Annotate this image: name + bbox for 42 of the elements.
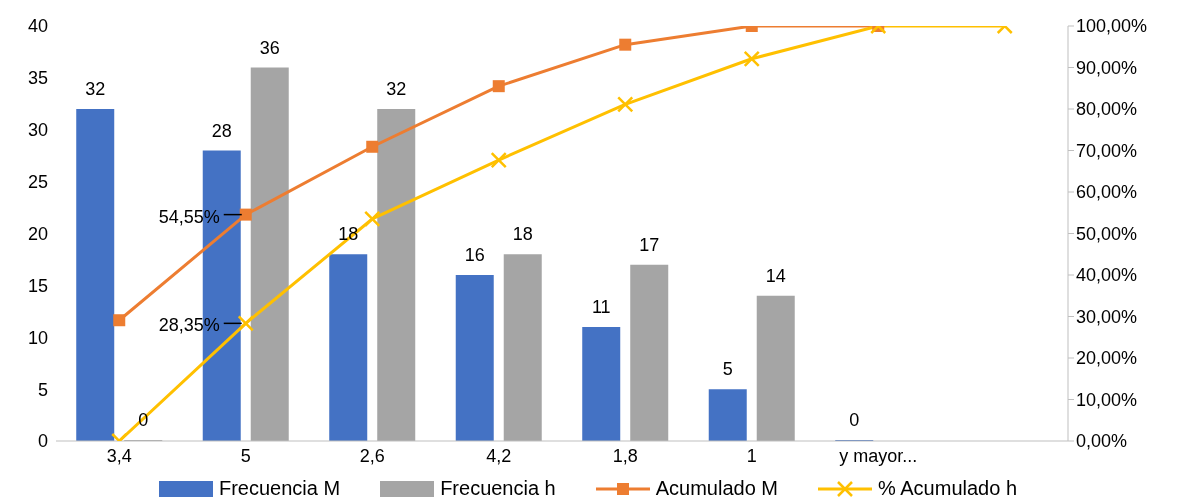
x-tick-label: 3,4 xyxy=(106,445,132,466)
y-tick-label: 20 xyxy=(27,223,48,244)
data-label: 11 xyxy=(591,296,611,317)
data-label: 5 xyxy=(722,359,733,380)
data-label: 18 xyxy=(512,224,533,245)
y2-tick-label: 90,00% xyxy=(1076,57,1138,78)
y2-tick-label: 60,00% xyxy=(1076,182,1138,203)
data-label: 0 xyxy=(849,410,860,430)
y2-tick-label: 50,00% xyxy=(1076,223,1138,244)
y2-tick-label: 10,00% xyxy=(1076,389,1138,410)
x-tick-label: 2,6 xyxy=(359,445,385,466)
y-tick-label: 5 xyxy=(37,379,48,400)
y-tick-label: 40 xyxy=(27,16,48,37)
data-label: 32 xyxy=(386,79,407,99)
legend-label: Frecuencia M xyxy=(218,477,341,500)
legend-label: Acumulado M xyxy=(655,477,779,500)
legend-label: Frecuencia h xyxy=(440,477,556,500)
y-tick-label: 25 xyxy=(27,172,48,193)
y2-tick-label: 40,00% xyxy=(1076,265,1138,286)
y2-tick-label: 0,00% xyxy=(1076,431,1128,452)
data-label: 16 xyxy=(464,245,485,265)
y-tick-label: 30 xyxy=(27,120,48,141)
x-tick-label: 1 xyxy=(746,445,757,466)
data-label: 17 xyxy=(639,234,660,255)
y2-tick-label: 70,00% xyxy=(1076,140,1138,161)
y2-tick-label: 20,00% xyxy=(1076,348,1138,369)
data-label: 28 xyxy=(211,120,232,141)
data-label: 14 xyxy=(765,265,786,286)
x-tick-label: 5 xyxy=(240,445,251,466)
y2-tick-label: 30,00% xyxy=(1076,306,1138,327)
x-tick-label: 4,2 xyxy=(486,445,512,466)
x-tick-label: 1,8 xyxy=(612,445,638,466)
y-tick-label: 15 xyxy=(27,275,48,296)
y2-tick-label: 100,00% xyxy=(1076,16,1148,37)
data-label: 36 xyxy=(259,37,280,58)
data-label: 32 xyxy=(85,79,106,99)
y-tick-label: 35 xyxy=(27,68,48,89)
x-tick-label: y mayor... xyxy=(839,445,918,466)
legend-label: % Acumulado h xyxy=(878,477,1018,500)
y-tick-label: 10 xyxy=(27,327,48,348)
y-tick-label: 0 xyxy=(37,431,48,452)
y2-tick-label: 80,00% xyxy=(1076,99,1138,120)
